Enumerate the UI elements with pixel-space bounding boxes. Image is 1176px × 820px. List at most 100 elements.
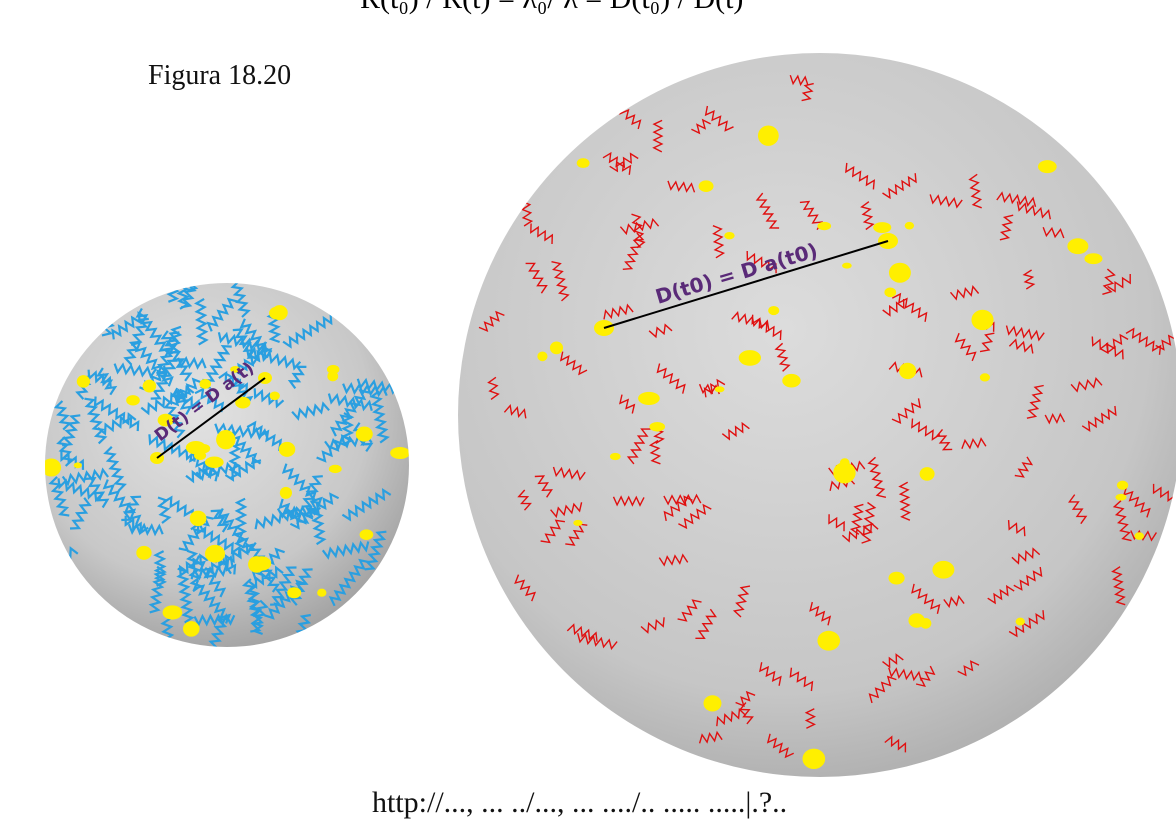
red-wave [552,466,586,481]
red-wave [1042,226,1065,239]
red-wave [520,200,534,227]
red-wave [530,223,554,245]
red-wave [658,553,689,567]
blue-wave [228,430,262,465]
red-wave [648,439,662,465]
galaxy-dot [802,748,826,770]
galaxy-dot [768,305,780,316]
red-wave [1125,327,1162,355]
galaxy-dot [537,351,548,362]
blue-wave [96,367,118,396]
large-sphere-body [458,53,1176,777]
red-wave [698,730,723,744]
galaxy-dot [287,587,302,599]
blue-wave [206,297,238,332]
red-wave [828,514,845,532]
red-wave [704,105,734,132]
red-wave [911,418,941,441]
blue-wave [210,509,230,533]
blue-wave [194,387,225,413]
blue-wave [193,555,227,598]
red-wave [935,428,953,451]
galaxy-dot [979,373,991,382]
blue-wave [60,450,85,470]
red-wave [626,428,651,465]
red-wave [891,292,928,322]
red-wave [559,351,588,376]
red-wave [602,151,632,175]
galaxy-dot [328,464,342,474]
red-wave [551,261,570,302]
blue-wave [93,396,140,432]
red-wave [609,152,639,173]
red-wave [789,74,809,87]
red-wave [514,574,537,602]
galaxy-dot [142,379,157,393]
blue-wave [329,389,370,437]
red-wave [911,583,941,614]
red-wave [1112,500,1132,542]
blue-wave [364,530,387,571]
blue-wave [228,443,242,479]
red-wave [731,311,770,330]
galaxy-dot [609,452,621,461]
small-sphere: D(t) = D a(t) [45,283,409,647]
galaxy-dot [194,451,207,460]
blue-wave [192,579,232,624]
red-wave [943,594,965,609]
red-wave [759,662,782,686]
red-wave [721,421,750,441]
galaxy-dot [390,447,409,460]
figure-title: Figura 18.20 [148,60,292,91]
galaxy-dot [817,630,841,651]
red-wave [804,708,817,729]
galaxy-dot [271,305,288,321]
blue-wave [270,566,297,606]
galaxy-dot [919,467,935,481]
galaxy-dot [205,544,225,563]
galaxy-dot [724,231,735,240]
galaxy-dot [162,605,183,620]
blue-wave [178,515,214,552]
red-wave [695,608,717,639]
blue-wave [245,346,302,371]
red-wave [716,707,747,727]
red-wave [957,660,980,677]
blue-wave [231,377,254,406]
red-wave [882,173,917,200]
galaxy-dot [136,545,152,560]
galaxy-dot [278,441,296,457]
blue-wave [61,467,109,487]
blue-wave [186,283,205,292]
red-wave [534,475,553,498]
red-wave [954,332,977,362]
galaxy-dot [45,458,62,477]
red-wave [860,201,875,231]
galaxy-dot [932,560,955,579]
blue-wave [328,558,370,607]
blue-wave [124,515,149,535]
red-wave [774,342,791,372]
red-wave [1007,520,1026,537]
red-wave [738,702,754,725]
red-wave [1014,456,1034,478]
red-wave [663,493,702,506]
blue-wave [163,399,186,439]
red-wave [1026,384,1044,419]
red-wave [631,213,646,249]
red-wave [755,192,780,229]
blue-wave [48,476,70,517]
galaxy-dot [1134,532,1144,540]
red-wave [979,332,995,353]
red-wave [1005,325,1045,342]
blue-wave [69,497,92,530]
red-wave [751,314,782,341]
galaxy-dot [1067,238,1089,255]
galaxy-dot [714,386,725,393]
red-wave [766,733,794,759]
red-wave [619,394,636,414]
red-wave [1130,529,1157,542]
blue-wave [224,456,262,482]
galaxy-dot [888,262,911,283]
blue-wave [140,385,195,416]
